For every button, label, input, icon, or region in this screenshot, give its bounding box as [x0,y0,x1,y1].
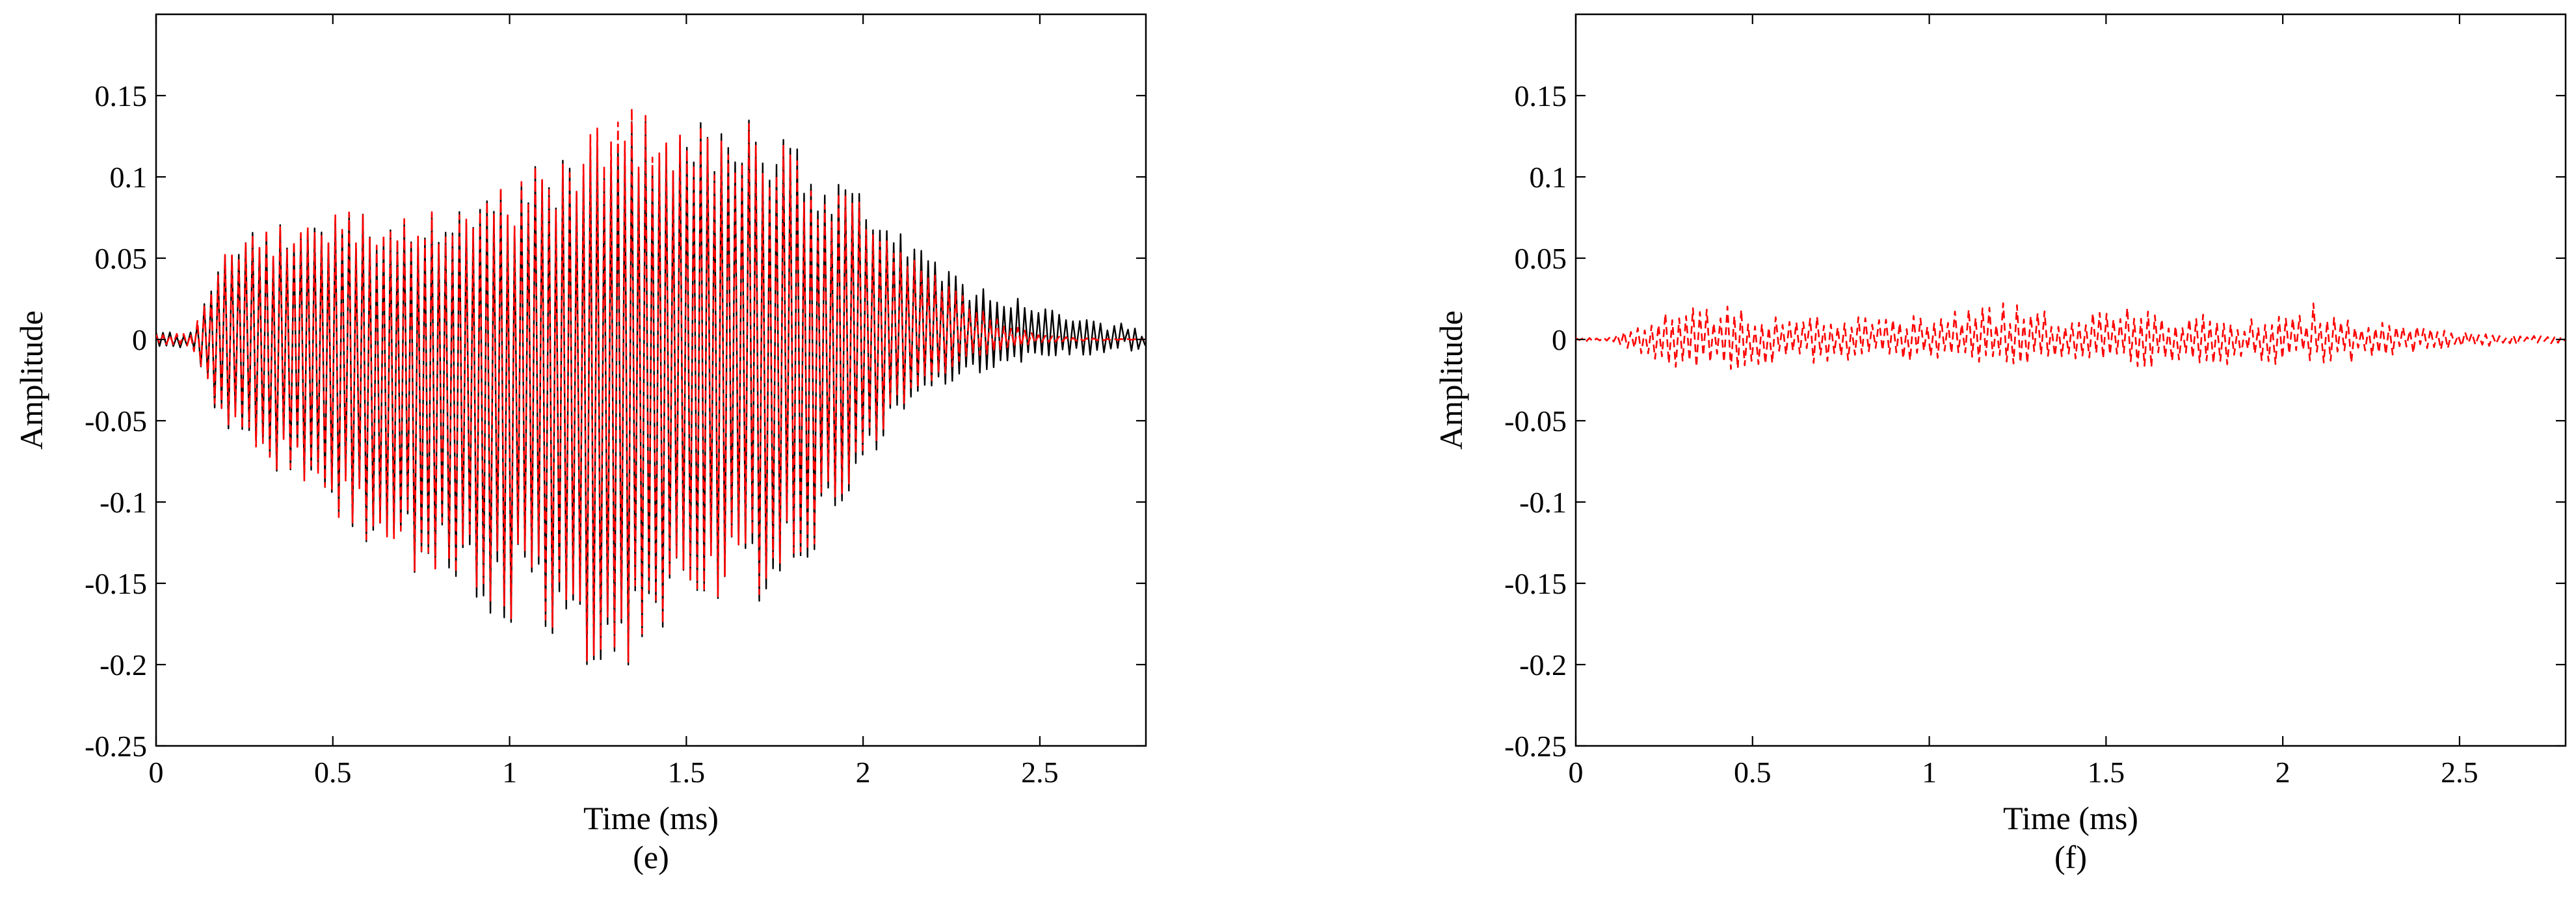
x-tick-label: 0.5 [314,756,352,789]
y-tick-label: 0.15 [95,79,148,112]
y-tick-label: 0.1 [1530,161,1567,194]
x-tick-label: 1 [1922,756,1937,789]
y-tick-label: 0.15 [1515,79,1567,112]
traces [1576,302,2566,370]
y-tick-label: 0.05 [1515,242,1567,275]
x-tick-label: 2.5 [2441,756,2478,789]
y-tick-label: -0.05 [85,404,147,438]
x-tick-label: 2.5 [1021,756,1059,789]
x-tick-label: 1.5 [668,756,706,789]
y-tick-label: 0 [1552,323,1567,356]
y-tick-label: 0.1 [110,161,148,194]
x-tick-label: 0.5 [1734,756,1772,789]
y-tick-label: -0.15 [1504,567,1567,600]
y-tick-label: 0 [132,323,147,356]
y-tick-label: -0.05 [1504,404,1567,438]
y-tick-label: -0.25 [85,730,147,763]
y-tick-label: -0.2 [100,648,147,681]
panel-label: (f) [2054,839,2087,875]
x-tick-label: 2 [856,756,871,789]
y-tick-label: -0.2 [1519,648,1567,681]
x-tick-label: 1.5 [2088,756,2125,789]
x-tick-label: 0 [149,756,164,789]
x-axis-label: Time (ms) [583,800,719,836]
y-tick-label: -0.15 [85,567,147,600]
y-tick-label: 0.05 [95,242,148,275]
plot-area [1574,13,2567,747]
y-tick-label: -0.1 [1519,486,1567,519]
y-axis-label: Amplitude [1433,311,1469,450]
panel-f: 0 0.5 1 1.5 2 2.5 -0.25 -0.2 -0.15 -0.1 -0.05 0 0.05… [1433,13,2567,875]
x-axis-label: Time (ms) [2003,800,2138,836]
y-tick-label: -0.25 [1504,730,1567,763]
series-line-2 [156,107,1146,663]
traces [156,107,1146,666]
x-tick-label: 1 [502,756,517,789]
y-axis-label: Amplitude [13,311,49,450]
series-line-1 [1576,302,2566,370]
y-tick-label: -0.1 [100,486,147,519]
x-tick-label: 0 [1569,756,1584,789]
panel-label: (e) [633,839,669,875]
panel-e: 0 0.5 1 1.5 2 2.5 -0.25 -0.2 -0.15 -0.1 -0.05 0 0.05… [13,13,1147,875]
x-tick-label: 2 [2276,756,2291,789]
